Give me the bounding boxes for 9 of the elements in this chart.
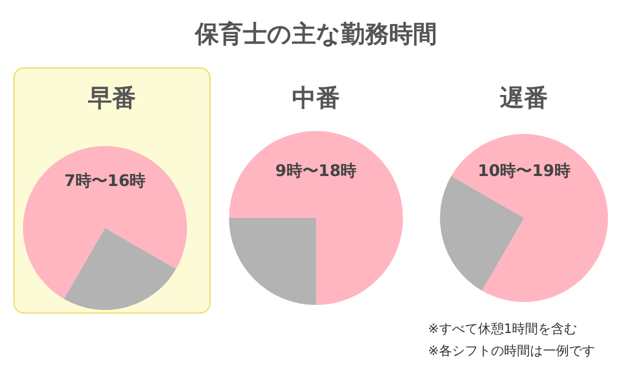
text: ※すべて休憩1時間を含む <box>428 322 578 337</box>
chart-title: 保育士の主な勤務時間 <box>194 20 437 48</box>
text: 10時〜19時 <box>478 161 570 180</box>
chart-subtitle: 遅番 <box>499 84 548 112</box>
chart-subtitle: 早番 <box>87 84 136 112</box>
text: 7時〜16時 <box>64 171 146 190</box>
text: 9時〜18時 <box>275 161 357 180</box>
chart-subtitle: 中番 <box>292 84 340 112</box>
text: ※各シフトの時間は一例です <box>428 344 595 359</box>
